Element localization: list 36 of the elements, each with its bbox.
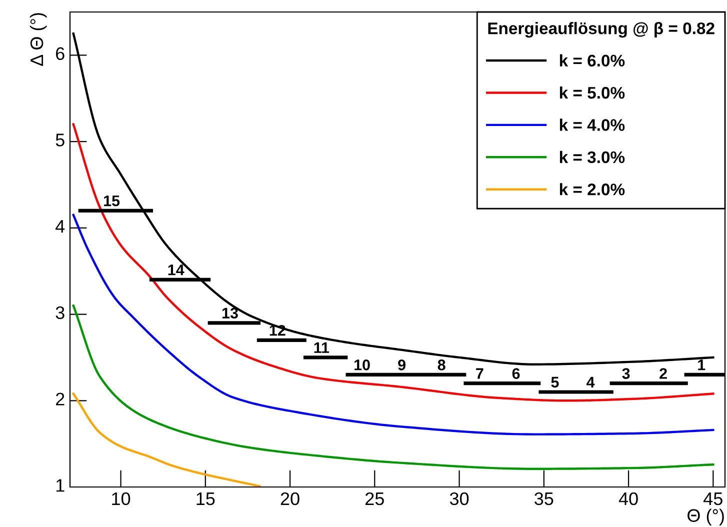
y-tick-label: 4 <box>56 220 65 233</box>
annotation: 10 <box>354 360 370 370</box>
y-tick-label: 2 <box>56 392 64 406</box>
annotation: 8 <box>438 360 446 370</box>
x-tick-label: 10 <box>112 492 130 506</box>
annotation: 14 <box>168 264 184 276</box>
annotation: 11 <box>314 342 330 353</box>
annotation: 5 <box>551 376 559 388</box>
legend-label: k = 2.0% <box>560 183 625 196</box>
x-tick-label: 15 <box>196 492 215 506</box>
legend-label: k = 4.0% <box>560 118 625 131</box>
annotation: 1 <box>698 360 706 370</box>
legend-label: k = 5.0% <box>560 86 625 99</box>
x-tick-label: 20 <box>280 492 300 506</box>
x-tick-label: 35 <box>534 492 554 506</box>
annotation: 9 <box>398 360 406 370</box>
x-tick-label: 40 <box>618 492 638 506</box>
annotation: 4 <box>586 376 595 388</box>
annotation: 6 <box>512 368 520 379</box>
legend-title: Energieauflösung @ β = 0.82 <box>488 22 714 38</box>
x-tick-label: 30 <box>450 492 469 506</box>
annotation: 2 <box>660 368 667 379</box>
x-axis-title: Θ (°) <box>688 508 724 526</box>
x-tick-label: 25 <box>366 492 384 506</box>
legend-label: k = 6.0% <box>560 54 625 67</box>
y-axis-title: Δ Θ (°) <box>30 13 47 66</box>
legend-label: k = 3.0% <box>560 150 625 164</box>
annotation: 13 <box>222 308 238 319</box>
annotation: 7 <box>476 368 484 379</box>
y-tick-label: 1 <box>56 479 64 492</box>
annotation: 3 <box>622 368 630 379</box>
y-tick-label: 6 <box>56 47 64 60</box>
y-tick-label: 5 <box>56 134 64 146</box>
y-tick-label: 3 <box>56 306 64 320</box>
x-tick-label: 45 <box>704 492 722 506</box>
annotation: 15 <box>104 196 120 206</box>
